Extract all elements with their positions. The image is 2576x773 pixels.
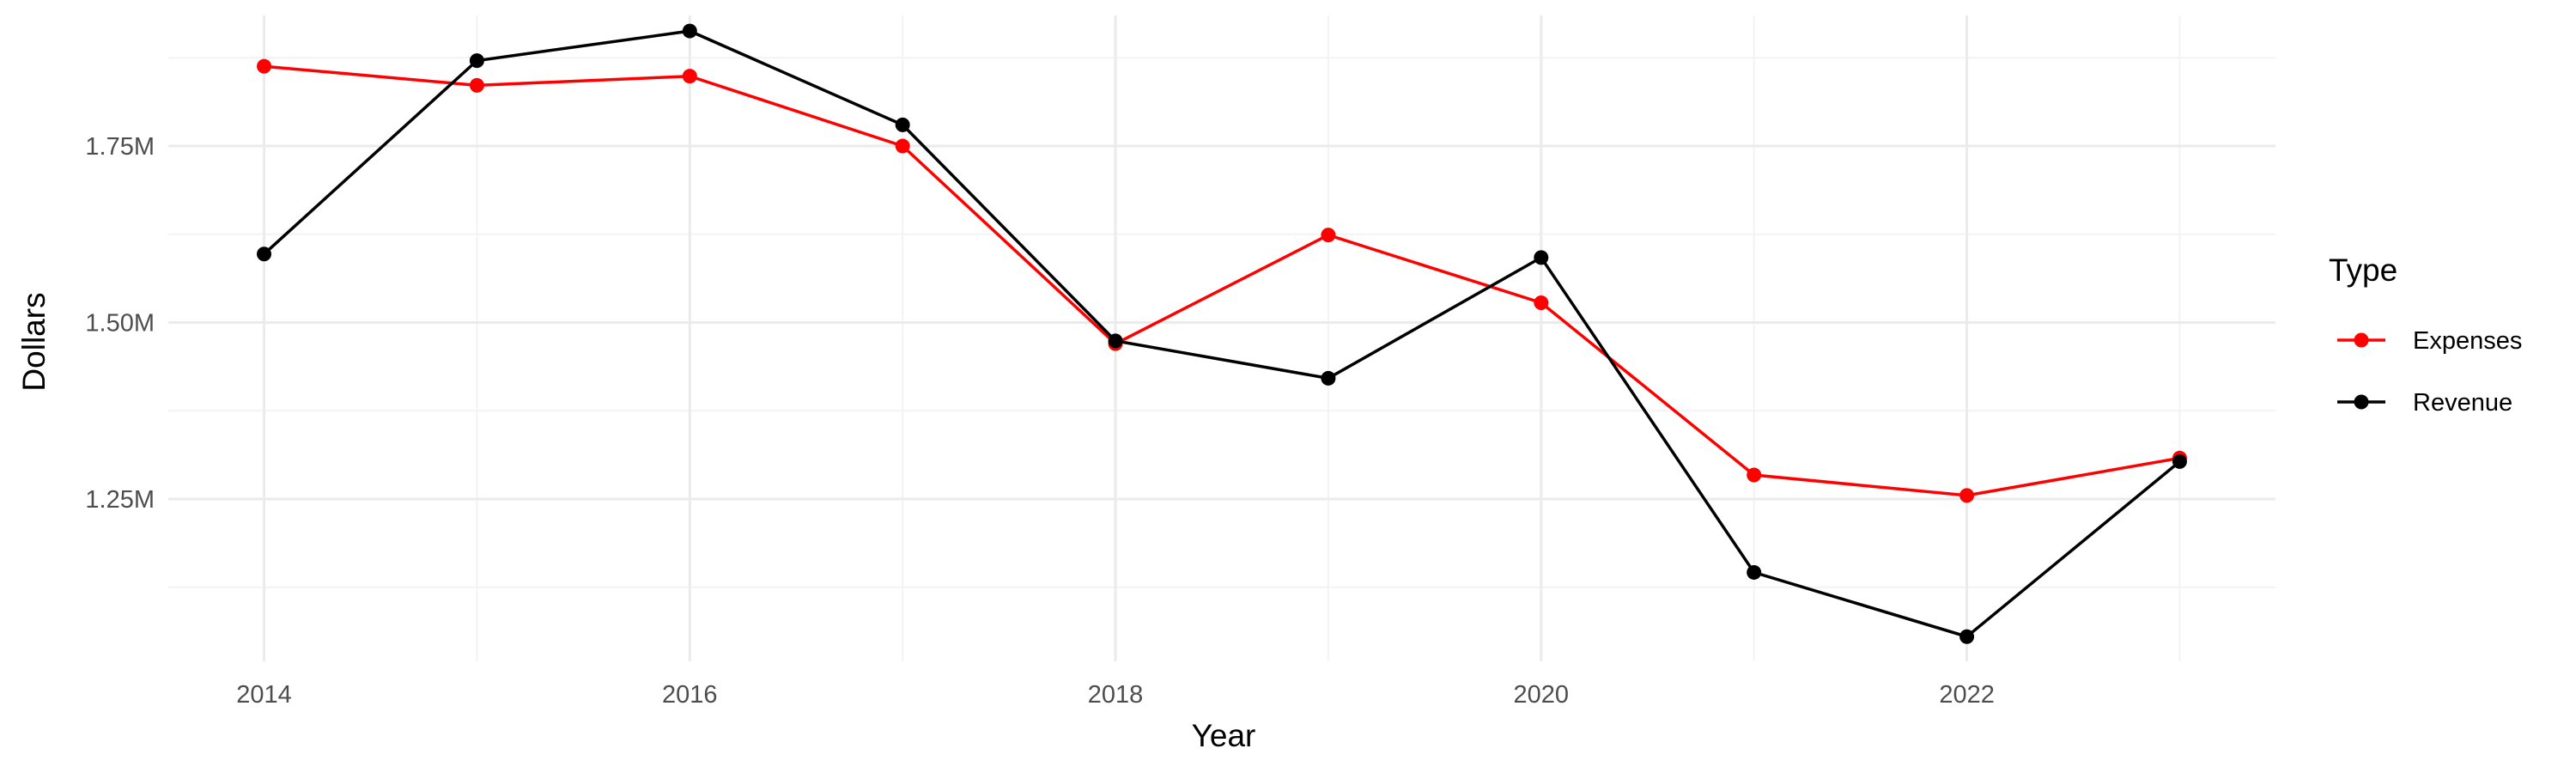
- expenses-point: [1959, 488, 1975, 503]
- y-axis-title: Dollars: [16, 292, 52, 391]
- tick-labels: 1.25M 1.50M 1.75M 2014 2016 2018 2020 2022: [85, 133, 1994, 709]
- legend-label: Expenses: [2413, 327, 2522, 355]
- revenue-point: [1747, 564, 1762, 580]
- revenue-point: [469, 53, 484, 69]
- legend: Type Expenses Revenue: [2329, 253, 2522, 417]
- series-layer: [257, 23, 2187, 644]
- expenses-point: [469, 77, 484, 93]
- expenses-point: [895, 138, 910, 154]
- y-tick-label: 1.50M: [85, 310, 155, 338]
- y-tick-label: 1.25M: [85, 486, 155, 514]
- grid: [168, 15, 2275, 661]
- expenses-point: [257, 58, 272, 74]
- legend-item-revenue: Revenue: [2337, 389, 2512, 417]
- expenses-point: [682, 69, 697, 84]
- legend-title: Type: [2329, 253, 2397, 288]
- revenue-point: [895, 117, 910, 132]
- revenue-point: [1321, 370, 1336, 386]
- x-tick-label: 2022: [1939, 681, 1995, 709]
- x-tick-label: 2014: [236, 681, 292, 709]
- legend-key-point: [2354, 394, 2369, 410]
- x-axis-title: Year: [1192, 718, 1256, 753]
- expenses-line: [264, 64, 2180, 497]
- revenue-point: [1534, 250, 1549, 265]
- y-tick-label: 1.75M: [85, 133, 155, 161]
- revenue-point: [1108, 333, 1123, 349]
- expenses-point: [1321, 228, 1336, 243]
- x-tick-label: 2020: [1514, 681, 1570, 709]
- legend-item-expenses: Expenses: [2337, 327, 2522, 355]
- legend-items: Expenses Revenue: [2337, 327, 2522, 417]
- revenue-point: [2172, 453, 2187, 469]
- x-tick-label: 2016: [662, 681, 718, 709]
- revenue-point: [257, 247, 272, 262]
- expenses-point: [1747, 467, 1762, 483]
- revenue-line: [263, 29, 2181, 639]
- expenses-point: [1534, 295, 1549, 310]
- x-tick-label: 2018: [1088, 681, 1144, 709]
- revenue-point: [1959, 629, 1975, 644]
- legend-label: Revenue: [2413, 389, 2512, 417]
- revenue-point: [682, 23, 697, 39]
- legend-key-point: [2354, 332, 2369, 348]
